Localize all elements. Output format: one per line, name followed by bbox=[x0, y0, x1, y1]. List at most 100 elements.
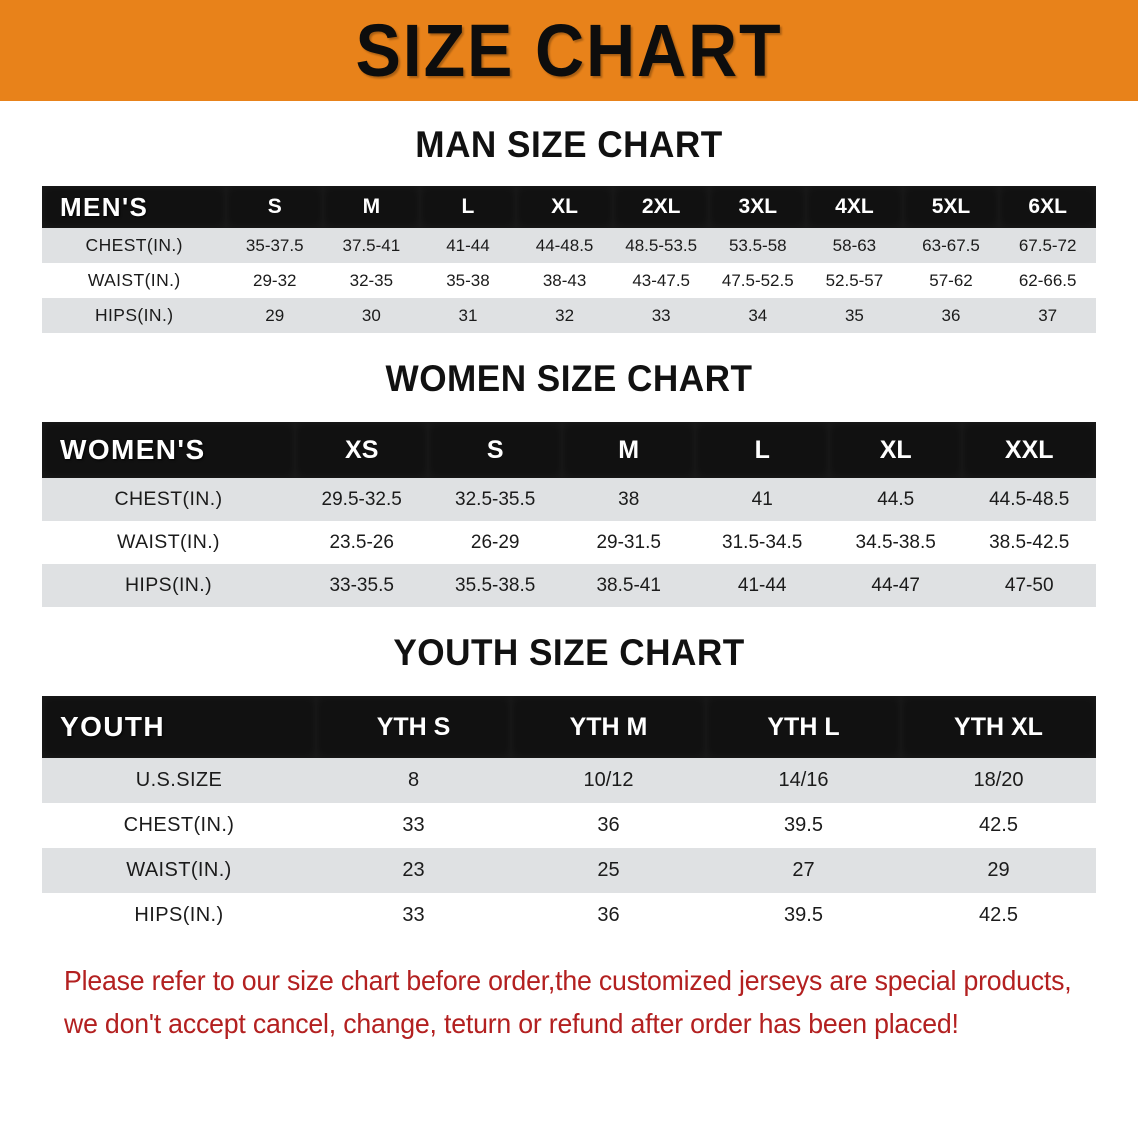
column-header-5xl: 5XL bbox=[902, 186, 1000, 228]
cell-youth-0-1: 10/12 bbox=[511, 758, 706, 803]
row-label-u-s-size: U.S.SIZE bbox=[42, 758, 317, 803]
column-header-s: S bbox=[226, 186, 324, 228]
column-header-xl: XL bbox=[516, 186, 613, 228]
cell-man-2-1: 30 bbox=[323, 298, 420, 333]
row-label-chest-in: CHEST(IN.) bbox=[42, 478, 295, 521]
cell-man-0-1: 37.5-41 bbox=[323, 228, 420, 263]
cell-man-2-8: 37 bbox=[999, 298, 1096, 333]
cell-man-0-4: 48.5-53.5 bbox=[612, 228, 710, 263]
cell-man-0-8: 67.5-72 bbox=[999, 228, 1096, 263]
table-row: CHEST(IN.) 35-37.5 37.5-41 41-44 44-48.5 48.5… bbox=[42, 228, 1096, 263]
cell-women-0-4: 44.5 bbox=[828, 478, 963, 521]
cell-man-1-3: 38-43 bbox=[516, 263, 613, 298]
table-row: WAIST(IN.) 29-32 32-35 35-38 38-43 43-47.5 47.… bbox=[42, 263, 1096, 298]
cell-youth-3-2: 39.5 bbox=[706, 893, 901, 938]
women-section-title: WOMEN SIZE CHART bbox=[385, 358, 753, 399]
column-header-m: M bbox=[323, 186, 420, 228]
youth-section-title: YOUTH SIZE CHART bbox=[393, 632, 745, 673]
page-banner: SIZE CHART bbox=[0, 0, 1138, 101]
table-row: WAIST(IN.) 23 25 27 29 bbox=[42, 848, 1096, 893]
row-label-waist-in: WAIST(IN.) bbox=[42, 263, 227, 298]
cell-man-2-4: 33 bbox=[612, 298, 710, 333]
cell-women-1-4: 34.5-38.5 bbox=[828, 521, 963, 564]
cell-women-0-2: 38 bbox=[561, 478, 696, 521]
cell-youth-1-0: 33 bbox=[316, 803, 512, 848]
youth-table-corner-label: YOUTH bbox=[42, 696, 317, 758]
women-table-corner-label: WOMEN'S bbox=[42, 422, 295, 478]
table-row: HIPS(IN.) 33 36 39.5 42.5 bbox=[42, 893, 1096, 938]
cell-women-2-4: 44-47 bbox=[828, 564, 963, 607]
column-header-l: L bbox=[695, 422, 829, 478]
column-header-xs: XS bbox=[294, 422, 429, 478]
cell-man-1-1: 32-35 bbox=[323, 263, 420, 298]
column-header-6xl: 6XL bbox=[999, 186, 1096, 228]
cell-man-2-0: 29 bbox=[226, 298, 324, 333]
column-header-yth-s: YTH S bbox=[316, 696, 512, 758]
cell-women-0-5: 44.5-48.5 bbox=[962, 478, 1096, 521]
cell-man-1-6: 52.5-57 bbox=[806, 263, 903, 298]
cell-women-2-2: 38.5-41 bbox=[561, 564, 696, 607]
column-header-4xl: 4XL bbox=[806, 186, 903, 228]
cell-women-1-2: 29-31.5 bbox=[561, 521, 696, 564]
cell-youth-1-2: 39.5 bbox=[706, 803, 901, 848]
man-table-corner-label: MEN'S bbox=[42, 186, 227, 228]
cell-youth-0-0: 8 bbox=[316, 758, 512, 803]
cell-women-2-0: 33-35.5 bbox=[294, 564, 429, 607]
cell-man-2-7: 36 bbox=[902, 298, 1000, 333]
cell-youth-3-0: 33 bbox=[316, 893, 512, 938]
cell-youth-0-2: 14/16 bbox=[706, 758, 901, 803]
column-header-yth-m: YTH M bbox=[511, 696, 706, 758]
cell-women-0-3: 41 bbox=[695, 478, 829, 521]
cell-man-2-2: 31 bbox=[419, 298, 517, 333]
row-label-hips-in: HIPS(IN.) bbox=[42, 564, 295, 607]
cell-man-1-2: 35-38 bbox=[419, 263, 517, 298]
cell-youth-2-0: 23 bbox=[316, 848, 512, 893]
women-size-table: WOMEN'S XS S M L XL XXL CHEST(IN.) 29.5-32.5 32.… bbox=[42, 422, 1096, 607]
youth-table-body: U.S.SIZE 8 10/12 14/16 18/20 CHEST(IN.) 33 36 39… bbox=[42, 758, 1096, 938]
cell-youth-1-1: 36 bbox=[511, 803, 706, 848]
column-header-l: L bbox=[419, 186, 517, 228]
cell-youth-3-1: 36 bbox=[511, 893, 706, 938]
cell-women-0-0: 29.5-32.5 bbox=[294, 478, 429, 521]
cell-man-2-6: 35 bbox=[806, 298, 903, 333]
column-header-yth-l: YTH L bbox=[706, 696, 901, 758]
table-row: HIPS(IN.) 33-35.5 35.5-38.5 38.5-41 41-44 44-… bbox=[42, 564, 1096, 607]
row-label-chest-in: CHEST(IN.) bbox=[42, 228, 227, 263]
cell-women-2-5: 47-50 bbox=[962, 564, 1096, 607]
cell-man-1-0: 29-32 bbox=[226, 263, 324, 298]
youth-table-header: YOUTH YTH S YTH M YTH L YTH XL bbox=[42, 696, 1096, 758]
youth-size-table: YOUTH YTH S YTH M YTH L YTH XL U.S.SIZE 8 10/1… bbox=[42, 696, 1096, 938]
cell-youth-1-3: 42.5 bbox=[900, 803, 1096, 848]
table-row: WAIST(IN.) 23.5-26 26-29 29-31.5 31.5-34.5 34… bbox=[42, 521, 1096, 564]
cell-women-1-5: 38.5-42.5 bbox=[962, 521, 1096, 564]
cell-women-1-3: 31.5-34.5 bbox=[695, 521, 829, 564]
table-header-row: YOUTH YTH S YTH M YTH L YTH XL bbox=[42, 696, 1096, 758]
column-header-yth-xl: YTH XL bbox=[900, 696, 1096, 758]
man-table-header: MEN'S S M L XL 2XL 3XL 4XL 5XL 6XL bbox=[42, 186, 1096, 228]
cell-women-2-3: 41-44 bbox=[695, 564, 829, 607]
column-header-2xl: 2XL bbox=[612, 186, 710, 228]
row-label-chest-in: CHEST(IN.) bbox=[42, 803, 317, 848]
cell-youth-3-3: 42.5 bbox=[900, 893, 1096, 938]
cell-man-0-6: 58-63 bbox=[806, 228, 903, 263]
cell-man-1-4: 43-47.5 bbox=[612, 263, 710, 298]
column-header-s: S bbox=[428, 422, 562, 478]
column-header-3xl: 3XL bbox=[709, 186, 807, 228]
cell-women-1-1: 26-29 bbox=[428, 521, 562, 564]
table-row: HIPS(IN.) 29 30 31 32 33 34 35 36 37 bbox=[42, 298, 1096, 333]
cell-man-0-0: 35-37.5 bbox=[226, 228, 324, 263]
row-label-waist-in: WAIST(IN.) bbox=[42, 848, 317, 893]
cell-women-1-0: 23.5-26 bbox=[294, 521, 429, 564]
disclaimer-line-1: Please refer to our size chart before or… bbox=[64, 965, 1072, 996]
table-row: CHEST(IN.) 33 36 39.5 42.5 bbox=[42, 803, 1096, 848]
row-label-hips-in: HIPS(IN.) bbox=[42, 893, 317, 938]
cell-youth-2-1: 25 bbox=[511, 848, 706, 893]
column-header-m: M bbox=[561, 422, 696, 478]
cell-man-0-5: 53.5-58 bbox=[709, 228, 807, 263]
cell-man-0-7: 63-67.5 bbox=[902, 228, 1000, 263]
man-section-title: MAN SIZE CHART bbox=[415, 124, 723, 165]
cell-man-0-2: 41-44 bbox=[419, 228, 517, 263]
disclaimer-line-2: we don't accept cancel, change, teturn o… bbox=[64, 1007, 959, 1039]
row-label-hips-in: HIPS(IN.) bbox=[42, 298, 227, 333]
cell-man-1-5: 47.5-52.5 bbox=[709, 263, 807, 298]
